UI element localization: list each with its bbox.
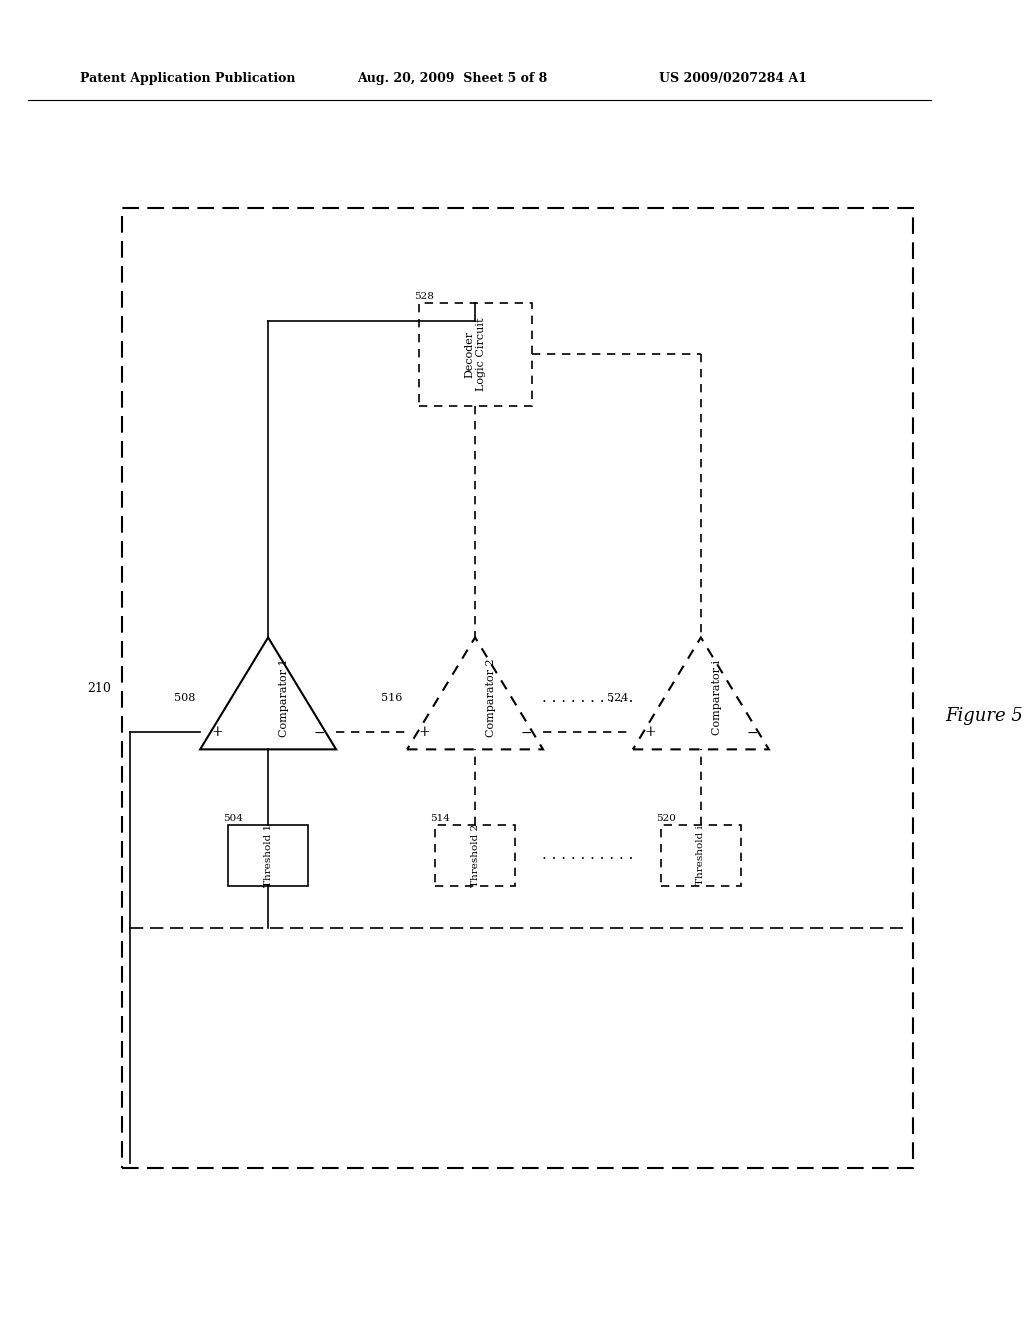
Text: 528: 528 [414, 292, 434, 301]
Text: Aug. 20, 2009  Sheet 5 of 8: Aug. 20, 2009 Sheet 5 of 8 [357, 73, 548, 84]
Text: +: + [211, 726, 223, 739]
Text: . . . . . . . . . .: . . . . . . . . . . [543, 849, 634, 862]
Text: +: + [418, 726, 430, 739]
FancyBboxPatch shape [228, 825, 308, 886]
Text: Comparator 2: Comparator 2 [486, 659, 497, 737]
Text: −: − [313, 726, 325, 739]
Text: 514: 514 [430, 813, 451, 822]
Text: Threshold 1: Threshold 1 [263, 824, 272, 887]
Text: 516: 516 [381, 693, 402, 702]
Text: 508: 508 [174, 693, 196, 702]
Text: Figure 5: Figure 5 [945, 708, 1023, 726]
Text: −: − [746, 726, 758, 739]
FancyBboxPatch shape [419, 302, 531, 407]
Text: +: + [644, 726, 655, 739]
Text: 524: 524 [607, 693, 628, 702]
Text: Patent Application Publication: Patent Application Publication [80, 73, 296, 84]
FancyBboxPatch shape [435, 825, 515, 886]
Text: US 2009/0207284 A1: US 2009/0207284 A1 [658, 73, 807, 84]
Text: Threshold i: Threshold i [696, 825, 706, 886]
Text: Comparator 1: Comparator 1 [280, 659, 290, 737]
Text: Decoder
Logic Circuit: Decoder Logic Circuit [464, 318, 485, 391]
Text: 504: 504 [223, 813, 244, 822]
Text: −: − [520, 726, 531, 739]
Text: 210: 210 [87, 681, 111, 694]
Text: 520: 520 [656, 813, 676, 822]
FancyBboxPatch shape [660, 825, 740, 886]
Text: Threshold 2: Threshold 2 [471, 824, 479, 887]
Text: Comparator i: Comparator i [712, 660, 722, 735]
Text: . . . . . . . . . .: . . . . . . . . . . [543, 690, 634, 705]
